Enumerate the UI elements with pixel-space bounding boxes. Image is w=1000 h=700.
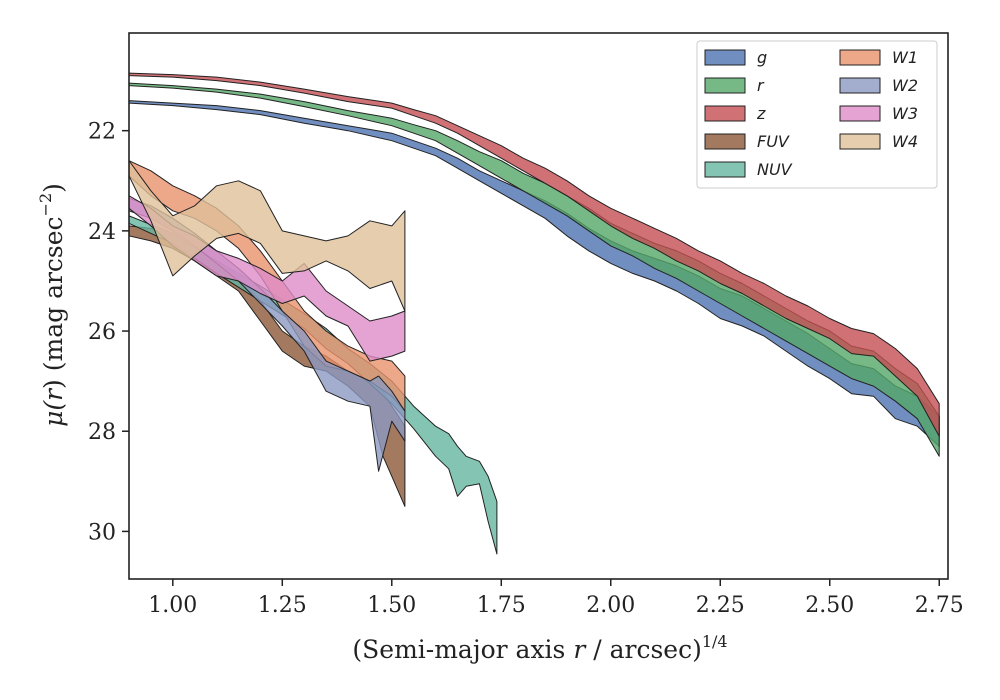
- x-tick-label: 2.25: [696, 593, 745, 618]
- legend-swatch-w4: [839, 133, 881, 150]
- band-areas: [129, 72, 940, 555]
- y-tick-label: 26: [88, 320, 116, 345]
- x-tick-label: 1.50: [367, 593, 416, 618]
- x-tick-label: 1.25: [258, 593, 307, 618]
- legend-swatch-z: [704, 105, 746, 122]
- y-tick-label: 30: [88, 520, 116, 545]
- legend-swatch-fuv: [704, 133, 746, 150]
- legend-label-nuv: NUV: [757, 160, 793, 179]
- legend-swatch-w2: [839, 77, 881, 94]
- legend-swatch-g: [704, 49, 746, 66]
- x-tick-label: 2.00: [586, 593, 635, 618]
- band-r: [129, 82, 940, 457]
- legend-label-g: g: [757, 48, 767, 67]
- legend-swatch-nuv: [704, 161, 746, 178]
- x-axis-ticks: 1.00 1.25 1.50 1.75 2.00 2.25 2.50 2.75: [148, 579, 964, 618]
- legend-swatch-w1: [839, 49, 881, 66]
- x-tick-label: 1.00: [148, 593, 197, 618]
- y-axis-ticks: 22 24 26 28 30: [88, 120, 129, 545]
- y-tick-label: 28: [88, 420, 116, 445]
- y-tick-label: 24: [88, 220, 116, 245]
- legend: grz FUV NUV W1 W2 W3 W4: [696, 40, 938, 189]
- x-tick-label: 2.50: [805, 593, 854, 618]
- y-axis-title: μ(r) (mag arcsec−2): [36, 183, 68, 427]
- legend-label-w2: W2: [892, 76, 918, 95]
- band-w3: [129, 195, 406, 362]
- legend-label-z: z: [756, 104, 766, 123]
- legend-label-fuv: FUV: [757, 132, 790, 151]
- legend-label-w4: W4: [892, 132, 918, 151]
- legend-label-w1: W1: [892, 48, 918, 67]
- y-tick-label: 22: [88, 120, 116, 145]
- band-w4: [129, 160, 406, 312]
- legend-swatch-w3: [839, 105, 881, 122]
- legend-label-w3: W3: [892, 104, 918, 123]
- x-axis-title: (Semi-major axis r / arcsec)1/4: [352, 632, 727, 664]
- legend-label-r: r: [757, 76, 765, 95]
- x-tick-label: 2.75: [915, 593, 964, 618]
- legend-swatch-r: [704, 77, 746, 94]
- band-z: [129, 72, 940, 437]
- x-tick-label: 1.75: [477, 593, 526, 618]
- plot-frame: [128, 32, 949, 580]
